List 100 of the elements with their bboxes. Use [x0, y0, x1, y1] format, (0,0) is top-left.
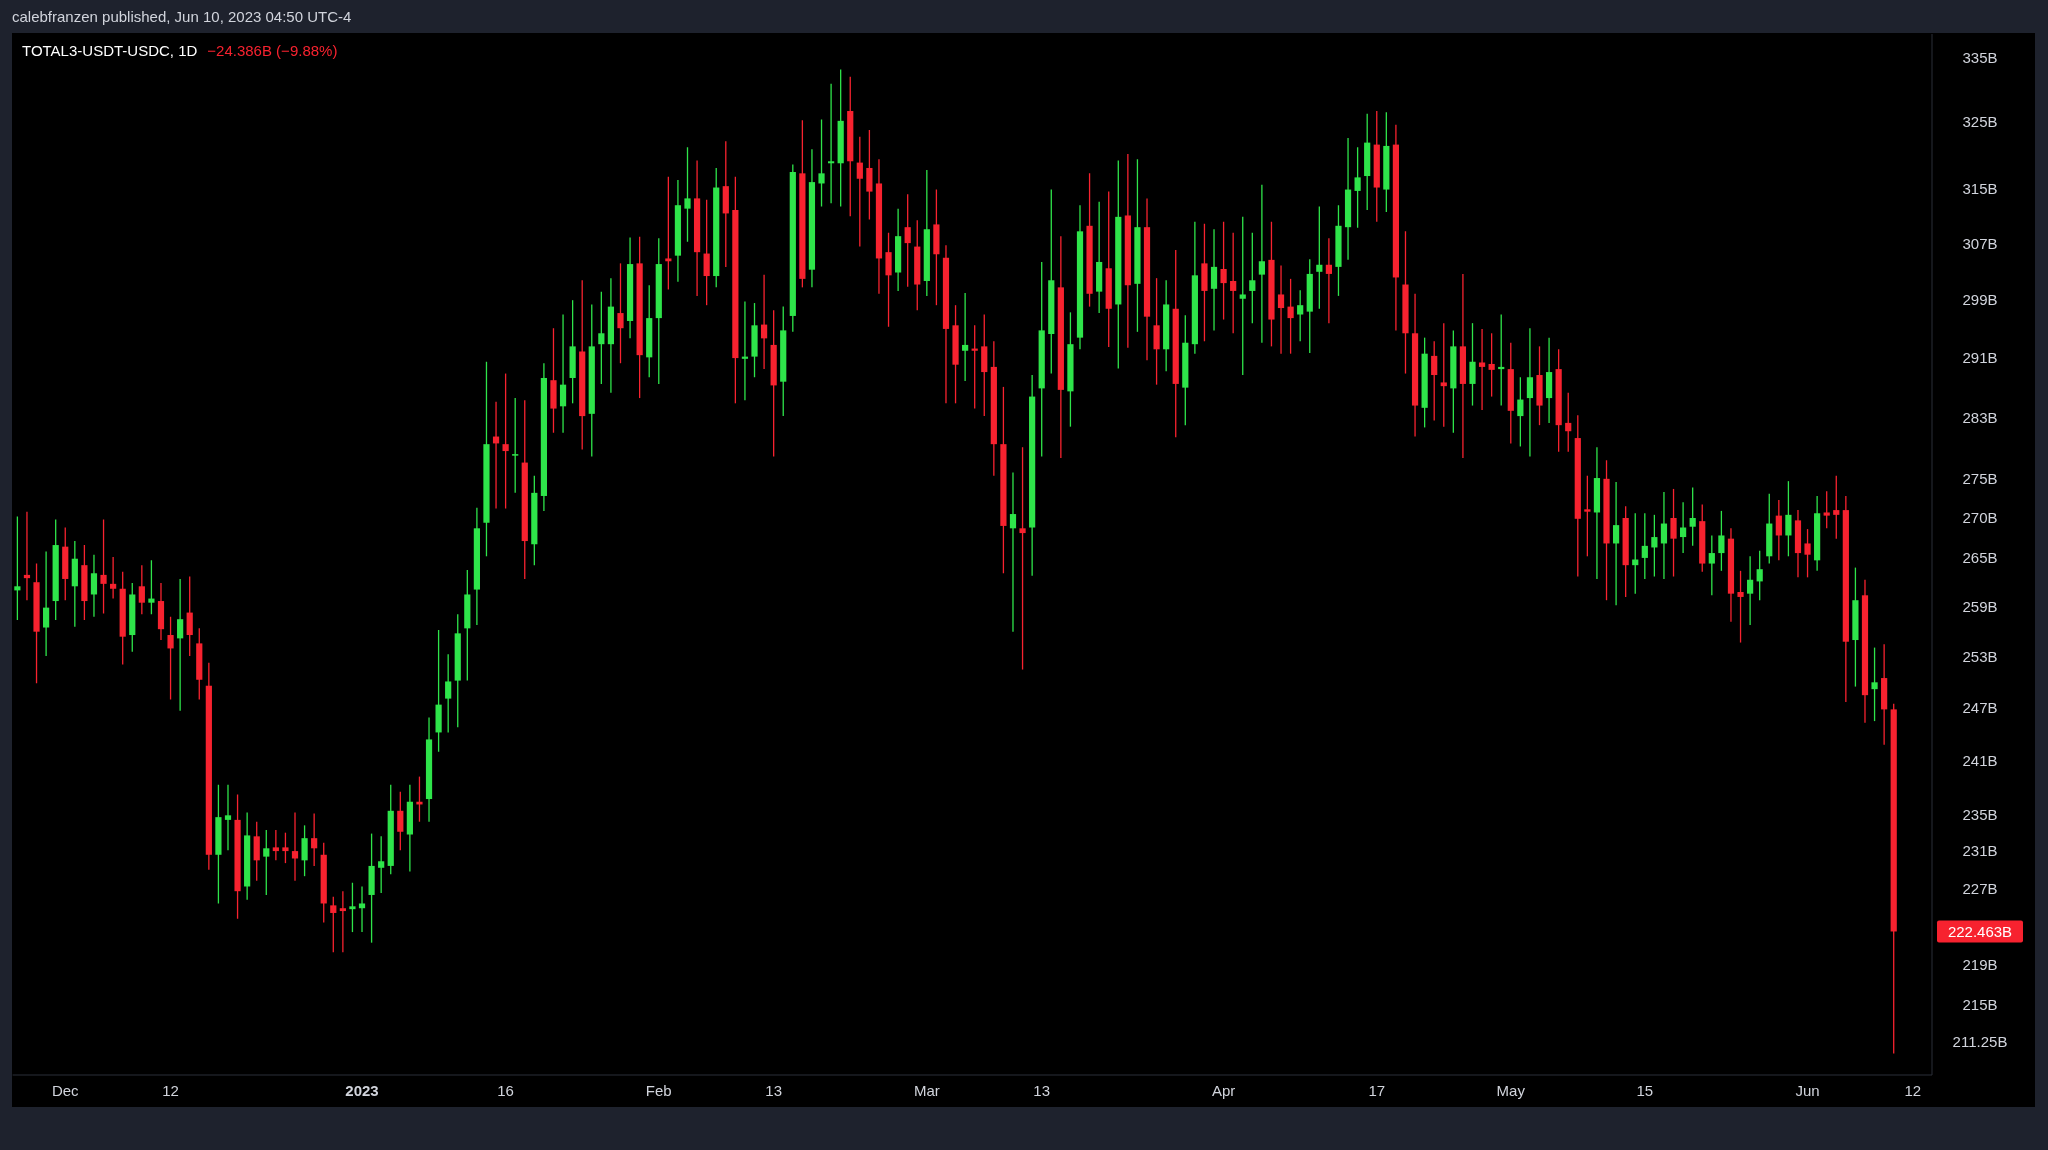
candlestick — [138, 564, 145, 615]
y-tick-label: 283B — [1962, 408, 1998, 426]
candlestick — [856, 136, 863, 248]
candlestick — [1526, 327, 1534, 458]
candlestick — [1565, 392, 1572, 453]
candlestick — [1737, 570, 1744, 644]
candlestick — [1804, 528, 1811, 578]
candlestick — [110, 556, 117, 600]
candlestick — [1258, 184, 1265, 344]
y-tick-label: 259B — [1962, 598, 1998, 616]
x-tick-label: 13 — [765, 1082, 782, 1099]
candlestick — [1297, 289, 1304, 342]
x-tick-label: 13 — [1033, 1082, 1051, 1099]
candlestick — [253, 821, 260, 882]
candlestick — [263, 829, 270, 896]
candlestick — [904, 193, 911, 288]
candlestick — [962, 292, 969, 382]
candlestick — [282, 832, 289, 864]
x-tick-label: 12 — [162, 1082, 179, 1099]
y-tick-label: 219B — [1962, 956, 1998, 974]
candlestick — [885, 232, 892, 328]
y-tick-label: 227B — [1962, 879, 1998, 897]
candlestick — [1660, 491, 1668, 580]
candlestick — [167, 616, 174, 701]
candlestick — [445, 653, 452, 734]
candlestick — [1871, 646, 1878, 722]
text: TOTAL3-USDT-USDC, 1D — [22, 42, 198, 59]
candlestick — [1584, 475, 1591, 557]
candlestick — [1019, 446, 1026, 671]
candlestick — [1823, 490, 1830, 529]
candlestick — [224, 784, 232, 851]
candlestick — [1775, 499, 1782, 561]
text: −24.386B (−9.88%) — [207, 42, 338, 59]
candlestick — [1612, 481, 1620, 606]
candlestick — [1651, 514, 1658, 578]
x-tick-label: 15 — [1636, 1082, 1654, 1099]
candlestick — [598, 290, 605, 385]
x-tick-label: 2023 — [345, 1082, 379, 1099]
candlestick — [1431, 340, 1438, 422]
candlestick — [559, 313, 567, 434]
candlestick — [301, 824, 308, 877]
y-tick-label: 291B — [1962, 349, 1998, 367]
candlestick — [349, 882, 356, 933]
text: calebfranzen published, Jun 10, 2023 04:50 UTC-4 — [12, 8, 352, 25]
candlestick — [100, 518, 107, 615]
x-tick-label: 17 — [1368, 1082, 1386, 1099]
candlestick — [1641, 512, 1648, 580]
y-tick-label: 315B — [1962, 180, 1998, 198]
candlestick — [1680, 501, 1687, 554]
x-tick-label: Mar — [913, 1082, 940, 1099]
candlestick — [760, 273, 768, 370]
y-tick-label: 265B — [1962, 549, 1998, 567]
candlestick — [339, 890, 346, 953]
x-tick-label: Jun — [1795, 1082, 1820, 1099]
y-tick-label: 307B — [1962, 235, 1998, 253]
y-tick-label: 253B — [1962, 648, 1998, 666]
candlestick — [665, 176, 672, 291]
y-tick-label: 247B — [1962, 699, 1998, 717]
y-tick-label: 241B — [1962, 751, 1998, 769]
candlestick — [1440, 322, 1447, 428]
candlestick — [291, 811, 299, 882]
y-tick-label: 325B — [1962, 113, 1998, 131]
candlestick — [512, 397, 519, 494]
candlestick — [14, 515, 21, 621]
candlestick — [1747, 555, 1754, 626]
candlestick — [177, 578, 184, 712]
candlestick — [818, 118, 825, 208]
candlestick — [378, 835, 385, 894]
candlestick — [1277, 264, 1285, 355]
candlestick — [703, 199, 710, 306]
candlestick — [1718, 510, 1725, 572]
candlestick — [330, 896, 337, 953]
candlestick — [186, 575, 193, 657]
y-tick-label: 235B — [1962, 805, 1998, 823]
candlestick — [1230, 232, 1237, 334]
candlestick — [43, 550, 50, 657]
candlestick — [1488, 332, 1495, 398]
candlestick — [90, 554, 98, 618]
x-tick-label: Apr — [1211, 1082, 1236, 1099]
x-tick-label: Dec — [51, 1082, 80, 1099]
candlestick — [684, 146, 691, 243]
candlestick — [1469, 322, 1476, 407]
y-tick-label: 275B — [1962, 470, 1998, 488]
candlestick — [1517, 376, 1524, 448]
candlestick — [1325, 237, 1332, 324]
candlestick — [1354, 146, 1361, 229]
candlestick — [1785, 480, 1792, 557]
candlestick — [397, 791, 404, 851]
y-tick-label: 299B — [1962, 291, 1998, 309]
y-tick-label: 211.25B — [1952, 1033, 2008, 1051]
candlestick — [1670, 488, 1677, 578]
candlestick — [828, 83, 835, 204]
x-tick-label: 16 — [497, 1082, 514, 1099]
x-tick-label: 12 — [1904, 1082, 1922, 1099]
candlestick — [1478, 328, 1486, 411]
candlestick — [148, 559, 155, 615]
y-tick-label: 222.463B — [1947, 922, 2013, 940]
candlestick — [1708, 534, 1715, 596]
candlestick — [1316, 205, 1323, 310]
y-tick-label: 215B — [1962, 995, 1998, 1013]
